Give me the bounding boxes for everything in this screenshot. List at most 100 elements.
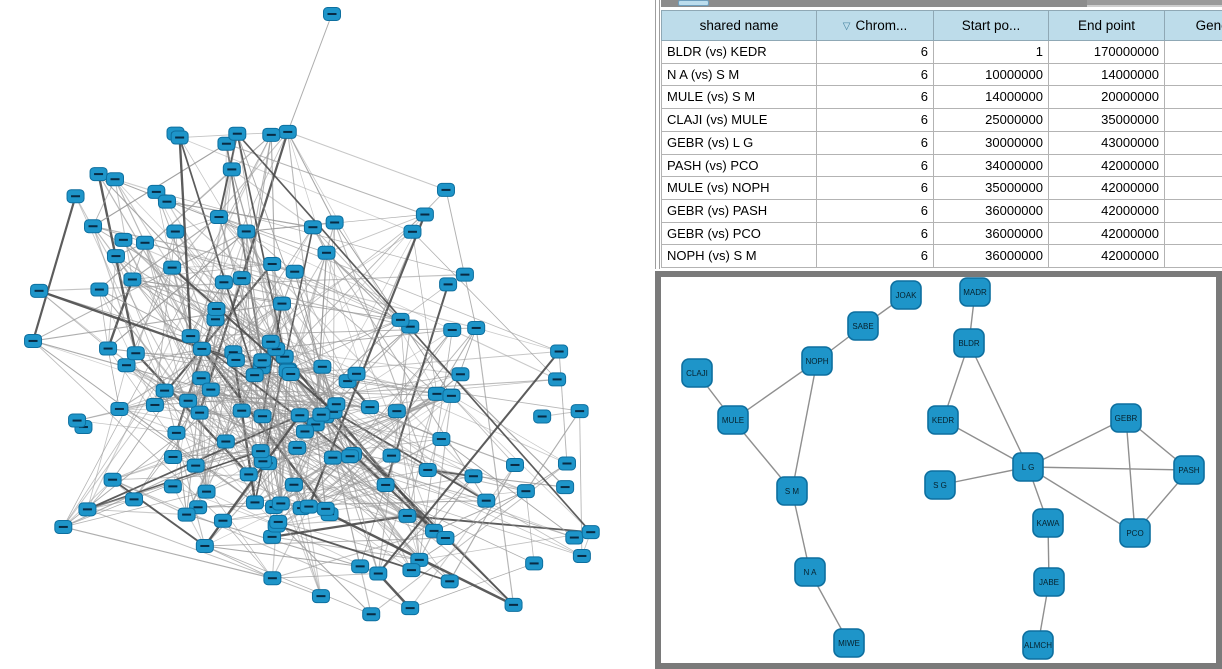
table-row[interactable]: BLDR (vs) KEDR61170000000192.0 <box>661 40 1222 64</box>
table-cell[interactable]: 42000000 <box>1048 153 1165 178</box>
network-node[interactable] <box>278 124 297 139</box>
edge-GEBR-PCO[interactable] <box>1125 417 1136 534</box>
table-cell[interactable]: 5.9 <box>1164 108 1222 132</box>
network-node[interactable] <box>506 457 525 472</box>
table-cell[interactable]: 1 <box>933 40 1049 64</box>
network-node[interactable] <box>207 301 226 316</box>
network-node[interactable] <box>78 502 97 517</box>
network-node[interactable] <box>232 403 251 418</box>
network-node[interactable] <box>504 597 523 612</box>
network-node[interactable] <box>217 136 236 151</box>
network-node[interactable] <box>253 409 272 424</box>
network-node[interactable] <box>401 601 420 616</box>
network-node[interactable] <box>123 272 142 287</box>
table-cell[interactable]: 20000000 <box>1048 85 1165 110</box>
table-cell[interactable]: 36000000 <box>933 198 1049 223</box>
table-cell[interactable]: N A (vs) S M <box>661 62 817 87</box>
network-node[interactable] <box>99 341 118 356</box>
network-node[interactable] <box>341 449 360 464</box>
network-node[interactable] <box>157 194 176 209</box>
table-cell[interactable]: 10000000 <box>933 62 1049 87</box>
network-node[interactable] <box>214 275 233 290</box>
network-node[interactable] <box>347 366 366 381</box>
network-node[interactable] <box>272 296 291 311</box>
network-node[interactable] <box>398 508 417 523</box>
table-cell[interactable]: 6 <box>816 221 934 246</box>
network-node[interactable] <box>443 322 462 337</box>
network-node[interactable] <box>271 496 290 511</box>
network-node[interactable] <box>565 530 584 545</box>
network-node[interactable] <box>68 413 87 428</box>
node-pash[interactable]: PASH <box>1173 455 1205 485</box>
edge-L G-GEBR[interactable] <box>1027 417 1127 468</box>
network-node[interactable] <box>299 499 318 514</box>
network-node[interactable] <box>442 388 461 403</box>
node-l-g[interactable]: L G <box>1012 452 1044 482</box>
table-cell[interactable]: 8.4 <box>1164 221 1222 246</box>
table-row[interactable]: N A (vs) S M610000000140000006.6 <box>661 62 1222 87</box>
network-node[interactable] <box>288 440 307 455</box>
table-row[interactable]: MULE (vs) S M614000000200000007.5 <box>661 85 1222 110</box>
network-node[interactable] <box>253 353 272 368</box>
network-node[interactable] <box>570 404 589 419</box>
network-node[interactable] <box>548 372 567 387</box>
network-node[interactable] <box>245 368 264 383</box>
scrollbar-chip[interactable] <box>678 0 709 6</box>
network-node[interactable] <box>170 130 189 145</box>
network-node[interactable] <box>403 224 422 239</box>
network-node[interactable] <box>269 514 288 529</box>
network-node[interactable] <box>477 493 496 508</box>
table-cell[interactable]: 170000000 <box>1048 40 1165 64</box>
network-node[interactable] <box>410 552 429 567</box>
table-row[interactable]: MULE (vs) NOPH6350000004200000010.5 <box>661 176 1222 200</box>
network-node[interactable] <box>313 359 332 374</box>
network-node[interactable] <box>222 162 241 177</box>
network-node[interactable] <box>415 207 434 222</box>
table-row[interactable]: PASH (vs) PCO6340000004200000011.4 <box>661 153 1222 178</box>
node-pco[interactable]: PCO <box>1119 518 1151 548</box>
node-gebr[interactable]: GEBR <box>1110 403 1142 433</box>
network-node[interactable] <box>195 538 214 553</box>
network-node[interactable] <box>557 456 576 471</box>
network-node[interactable] <box>245 495 264 510</box>
network-node[interactable] <box>30 283 49 298</box>
filter-funnel-icon[interactable]: ▽ <box>842 21 851 32</box>
table-cell[interactable]: 14000000 <box>933 85 1049 110</box>
table-cell[interactable]: 42000000 <box>1048 198 1165 223</box>
network-node[interactable] <box>311 589 330 604</box>
network-node[interactable] <box>432 432 451 447</box>
node-n-a[interactable]: N A <box>794 557 826 587</box>
network-node[interactable] <box>369 566 388 581</box>
table-cell[interactable]: 35000000 <box>933 176 1049 200</box>
network-node[interactable] <box>376 477 395 492</box>
network-node[interactable] <box>455 267 474 282</box>
table-cell[interactable]: 6 <box>816 40 934 64</box>
network-node[interactable] <box>263 571 282 586</box>
network-node[interactable] <box>135 235 154 250</box>
edge-BLDR-L G[interactable] <box>968 342 1029 468</box>
small-network-canvas[interactable]: JOAK SABE NOPH CLAJI MULE S M N A MIWE MADR BLDR K… <box>661 277 1216 663</box>
node-kedr[interactable]: KEDR <box>927 405 959 435</box>
network-node[interactable] <box>192 341 211 356</box>
network-node[interactable] <box>467 320 486 335</box>
network-node[interactable] <box>351 559 370 574</box>
table-cell[interactable]: 30000000 <box>933 130 1049 155</box>
network-node[interactable] <box>54 519 73 534</box>
network-node[interactable] <box>418 462 437 477</box>
network-node[interactable] <box>110 401 129 416</box>
node-miwe[interactable]: MIWE <box>833 628 865 658</box>
network-node[interactable] <box>533 409 552 424</box>
network-node[interactable] <box>201 382 220 397</box>
network-node[interactable] <box>239 467 258 482</box>
node-joak[interactable]: JOAK <box>890 280 922 310</box>
network-node[interactable] <box>106 249 125 264</box>
network-node[interactable] <box>261 334 280 349</box>
column-header-start-po[interactable]: Start po... <box>933 10 1049 41</box>
network-node[interactable] <box>126 346 145 361</box>
network-node[interactable] <box>216 434 235 449</box>
table-cell[interactable]: 11.4 <box>1164 153 1222 178</box>
table-cell[interactable]: GEBR (vs) PCO <box>661 221 817 246</box>
network-node[interactable] <box>312 407 331 422</box>
table-cell[interactable]: 36000000 <box>933 244 1049 269</box>
node-almch[interactable]: ALMCH <box>1022 630 1054 660</box>
